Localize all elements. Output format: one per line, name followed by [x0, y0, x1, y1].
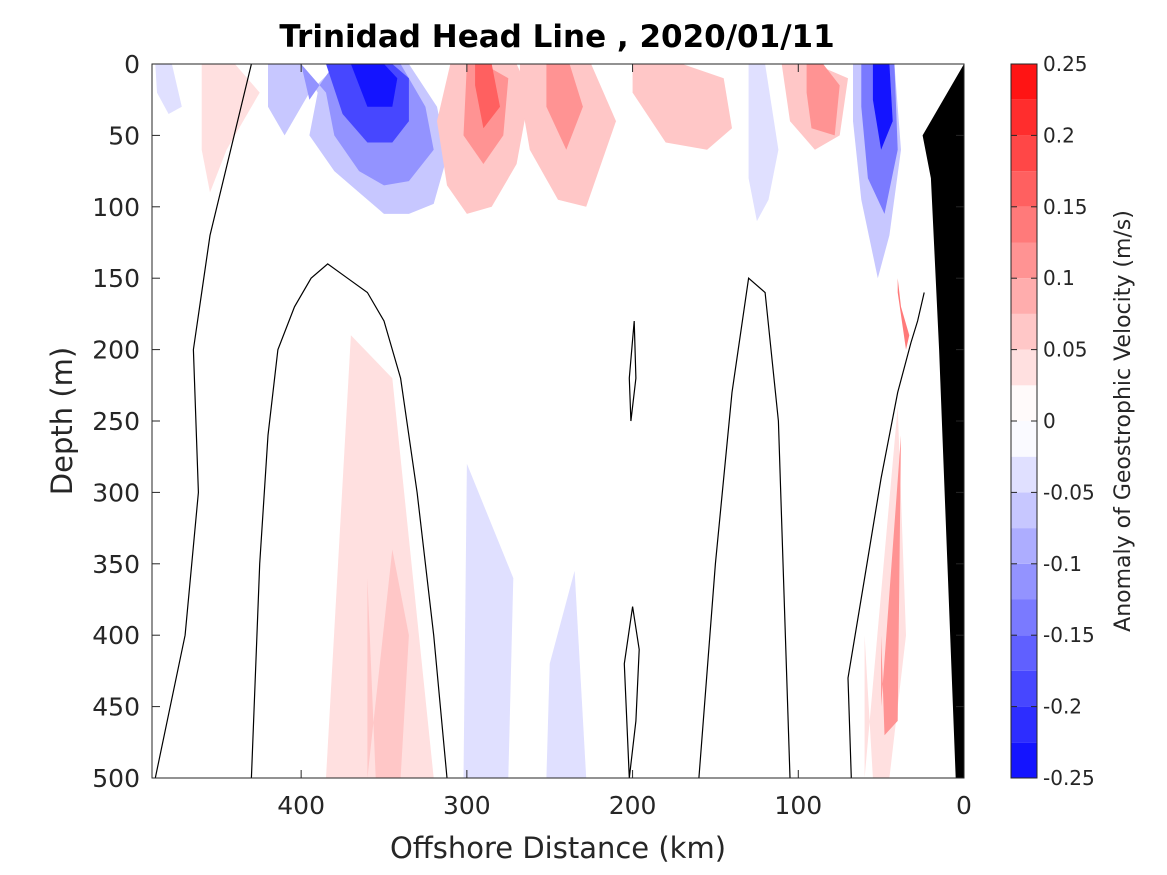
- colorbar-swatch: [1011, 385, 1037, 421]
- colorbar-swatch: [1011, 278, 1037, 314]
- colorbar-swatch: [1011, 242, 1037, 279]
- colorbar-tick-label: 0.05: [1043, 338, 1088, 362]
- velocity-anomaly-patch-negative-10: [463, 463, 514, 778]
- chart-title: Trinidad Head Line , 2020/01/11: [279, 19, 834, 55]
- colorbar-swatch: [1011, 706, 1037, 743]
- velocity-anomaly-patch-positive-20: [806, 64, 840, 136]
- zero-contour-line-5: [698, 277, 791, 779]
- colorbar-swatch: [1011, 635, 1037, 671]
- y-tick-label: 450: [92, 693, 140, 722]
- x-tick-label: 300: [443, 791, 491, 820]
- y-tick-label: 300: [92, 478, 140, 507]
- colorbar-swatch: [1011, 99, 1037, 136]
- velocity-anomaly-patch-negative-9: [872, 64, 893, 150]
- colorbar-swatch: [1011, 64, 1037, 100]
- zero-contour-line-1: [154, 63, 252, 779]
- y-tick-label: 0: [124, 50, 140, 79]
- y-axis-ticks: 0 50 100 150 200 250 300 350 400 450 500: [92, 50, 964, 793]
- y-tick-label: 50: [108, 121, 140, 150]
- colorbar-tick-label: -0.15: [1043, 623, 1095, 647]
- zero-contour-line-2: [250, 263, 448, 779]
- y-tick-label: 350: [92, 550, 140, 579]
- colorbar-tick-label: -0.05: [1043, 480, 1095, 504]
- colorbar-tick-label: -0.2: [1043, 695, 1082, 719]
- colorbar-swatch: [1011, 492, 1037, 529]
- colorbar-swatch: [1011, 135, 1037, 172]
- velocity-anomaly-patch-negative-11: [546, 570, 587, 778]
- colorbar-tick-label: -0.1: [1043, 552, 1082, 576]
- colorbar-swatch: [1011, 456, 1037, 493]
- colorbar-tick-label: 0.2: [1043, 123, 1075, 147]
- colorbar-swatch: [1011, 670, 1037, 707]
- x-tick-label: 100: [774, 791, 822, 820]
- velocity-anomaly-patch-positive-12: [201, 64, 260, 193]
- colorbar-tick-label: 0.25: [1043, 52, 1088, 76]
- velocity-anomaly-patch-positive-15: [475, 64, 500, 129]
- y-tick-label: 100: [92, 193, 140, 222]
- velocity-anomaly-patch-positive-18: [632, 64, 732, 150]
- y-tick-label: 250: [92, 407, 140, 436]
- y-axis-label: Depth (m): [45, 347, 79, 495]
- continental-shelf-bathymetry: [922, 64, 964, 778]
- colorbar-swatch: [1011, 599, 1037, 636]
- velocity-anomaly-patch-positive-24: [881, 435, 901, 736]
- x-axis-label: Offshore Distance (km): [390, 831, 726, 865]
- zero-contour-line-6: [847, 292, 925, 779]
- x-tick-label: 200: [609, 791, 657, 820]
- colorbar-tick-label: 0: [1043, 409, 1056, 433]
- colorbar-swatch: [1011, 421, 1037, 457]
- colorbar-swatch: [1011, 349, 1037, 386]
- y-tick-label: 150: [92, 264, 140, 293]
- velocity-anomaly-patch-negative-1: [155, 64, 182, 114]
- velocity-anomaly-patch-positive-25: [897, 278, 910, 350]
- y-tick-label: 500: [92, 764, 140, 793]
- colorbar-swatch: [1011, 742, 1037, 778]
- velocity-anomaly-patch-positive-17: [546, 64, 583, 150]
- colorbar-swatch: [1011, 528, 1037, 564]
- y-tick-label: 400: [92, 621, 140, 650]
- zero-contour-line-3: [623, 606, 640, 779]
- colorbar-label: Anomaly of Geostrophic Velocity (m/s): [1111, 210, 1136, 632]
- colorbar-swatch: [1011, 206, 1037, 243]
- colorbar-swatch: [1011, 313, 1037, 350]
- colorbar-swatch: [1011, 563, 1037, 600]
- y-tick-label: 200: [92, 336, 140, 365]
- x-tick-label: 400: [277, 791, 325, 820]
- velocity-anomaly-patch-positive-22: [367, 549, 409, 778]
- x-tick-label: 0: [956, 791, 972, 820]
- x-axis-ticks: 400 300 200 100 0: [277, 64, 972, 820]
- colorbar-tick-label: 0.15: [1043, 195, 1088, 219]
- plot-area: [151, 63, 965, 779]
- colorbar-tick-label: -0.25: [1043, 766, 1095, 790]
- velocity-anomaly-patch-negative-6: [748, 64, 779, 222]
- colorbar-swatch: [1011, 171, 1037, 207]
- zero-contour-line-4: [628, 320, 637, 422]
- colorbar: 0.25 0.2 0.15 0.1 0.05 0 -0.05 -0.1 -0.15 -0.2 -0.…: [1010, 52, 1095, 790]
- colorbar-tick-label: 0.1: [1043, 266, 1075, 290]
- velocity-anomaly-patch-negative-5: [350, 64, 398, 107]
